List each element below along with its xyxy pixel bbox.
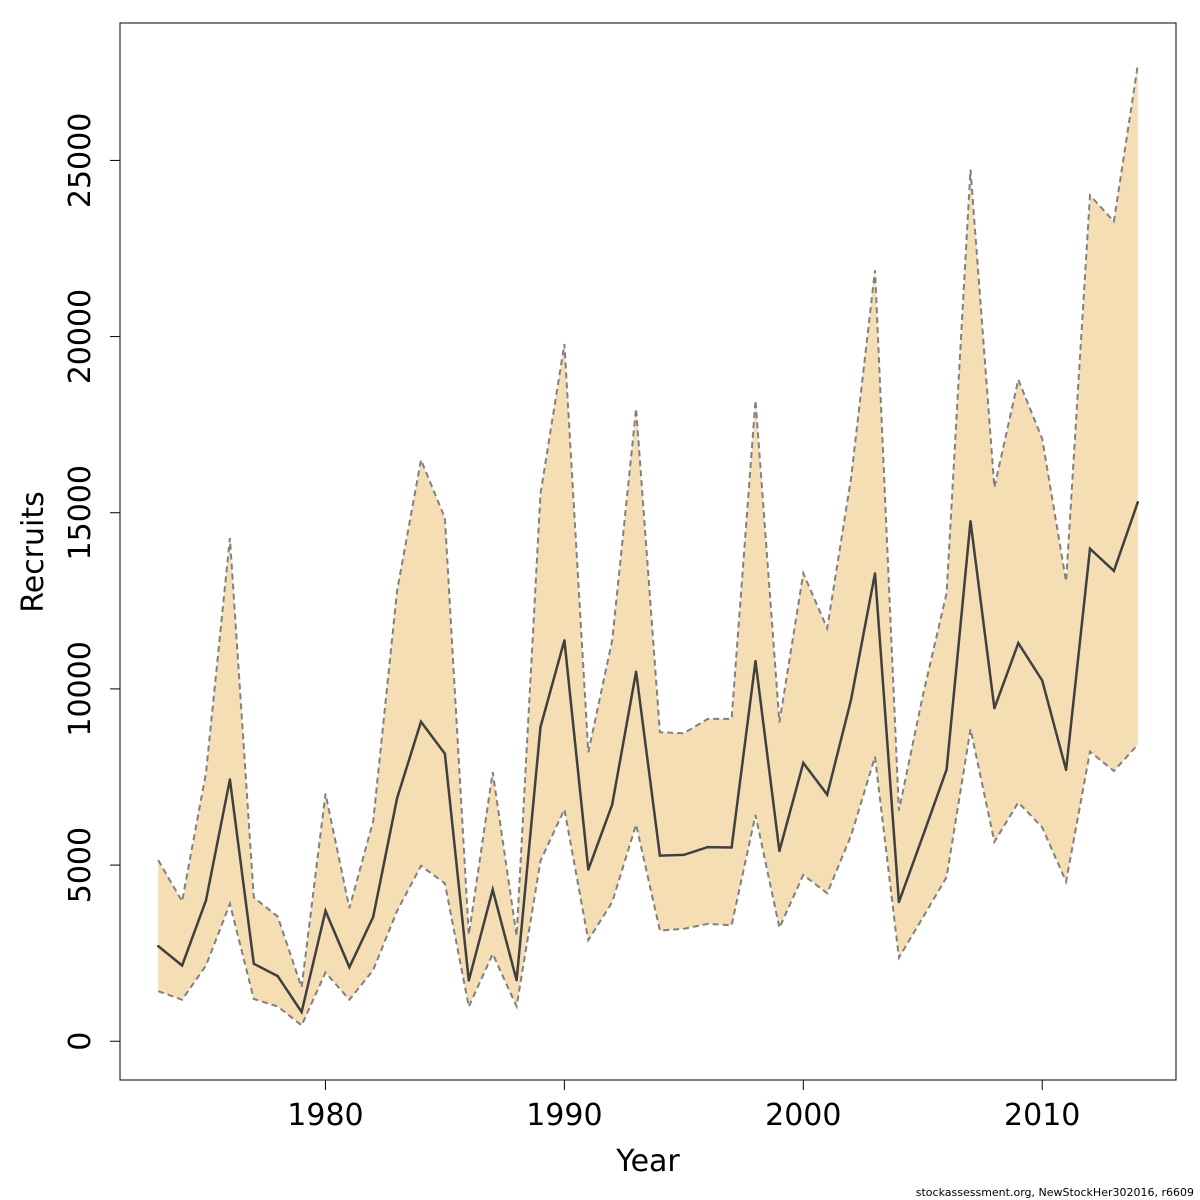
y-tick-label-15000: 15000 (63, 465, 98, 560)
data-point-1981 (348, 966, 351, 969)
data-point-2005 (921, 834, 924, 838)
data-point-1995 (682, 853, 686, 857)
data-point-1998 (754, 659, 757, 663)
y-tick-label-5000: 5000 (63, 827, 98, 903)
x-axis-title: Year (615, 1144, 680, 1179)
data-point-1996 (706, 845, 709, 849)
data-point-1999 (778, 849, 781, 853)
confidence-band (158, 64, 1138, 1026)
data-point-1992 (610, 803, 614, 806)
data-point-2012 (1088, 547, 1092, 550)
y-tick-label-0: 0 (63, 1032, 98, 1051)
data-point-1980 (324, 909, 327, 913)
data-point-1979 (300, 1010, 303, 1014)
y-tick-label-25000: 25000 (63, 113, 98, 208)
x-tick-label-1980: 1980 (287, 1098, 363, 1133)
x-axis: 1980 1990 2000 2010 (158, 1079, 1138, 1133)
estimate-points (157, 500, 1139, 1014)
credit-text: stockassessment.org, NewStockHer302016, … (916, 1186, 1194, 1199)
recruits-estimate-line (157, 501, 1139, 1016)
data-point-1997 (730, 846, 733, 849)
data-point-2008 (993, 707, 996, 710)
data-point-2009 (1017, 641, 1020, 645)
data-point-1994 (658, 854, 662, 857)
data-point-1988 (515, 979, 518, 982)
y-tick-label-10000: 10000 (63, 641, 98, 736)
data-point-2002 (849, 698, 853, 701)
data-point-2014 (1136, 500, 1139, 504)
plot-area (157, 64, 1139, 1027)
data-point-1984 (419, 720, 423, 723)
data-point-2001 (825, 793, 829, 796)
data-point-1993 (634, 670, 638, 673)
upper-bound-line (157, 64, 1139, 988)
data-point-2011 (1064, 768, 1068, 772)
lower-bound-line (157, 728, 1139, 1027)
data-point-1990 (563, 639, 566, 642)
data-point-1976 (228, 778, 232, 781)
y-axis-title: Recruits (16, 491, 51, 613)
data-point-2010 (1041, 679, 1044, 682)
data-point-1983 (395, 796, 399, 800)
data-point-1977 (252, 962, 255, 965)
y-tick-label-20000: 20000 (63, 289, 98, 384)
x-tick-label-2000: 2000 (765, 1098, 841, 1133)
data-point-1991 (587, 868, 590, 871)
y-axis: 0 5000 10000 15000 20000 25000 (63, 113, 121, 1051)
data-point-2006 (945, 768, 948, 771)
data-point-2003 (873, 572, 877, 575)
x-tick-label-1990: 1990 (526, 1098, 602, 1133)
x-tick-label-2010: 2010 (1004, 1098, 1080, 1133)
data-point-2007 (969, 519, 972, 523)
data-point-1978 (276, 974, 279, 978)
data-point-1974 (180, 964, 184, 967)
data-point-1987 (491, 888, 494, 891)
data-point-1975 (204, 899, 208, 902)
data-point-2013 (1112, 569, 1116, 573)
data-point-1973 (157, 944, 160, 948)
data-point-1982 (372, 915, 375, 919)
data-point-2004 (897, 900, 901, 904)
data-point-1986 (467, 979, 471, 982)
data-point-1985 (443, 752, 447, 755)
data-point-1989 (539, 725, 542, 729)
data-point-2000 (802, 761, 805, 765)
